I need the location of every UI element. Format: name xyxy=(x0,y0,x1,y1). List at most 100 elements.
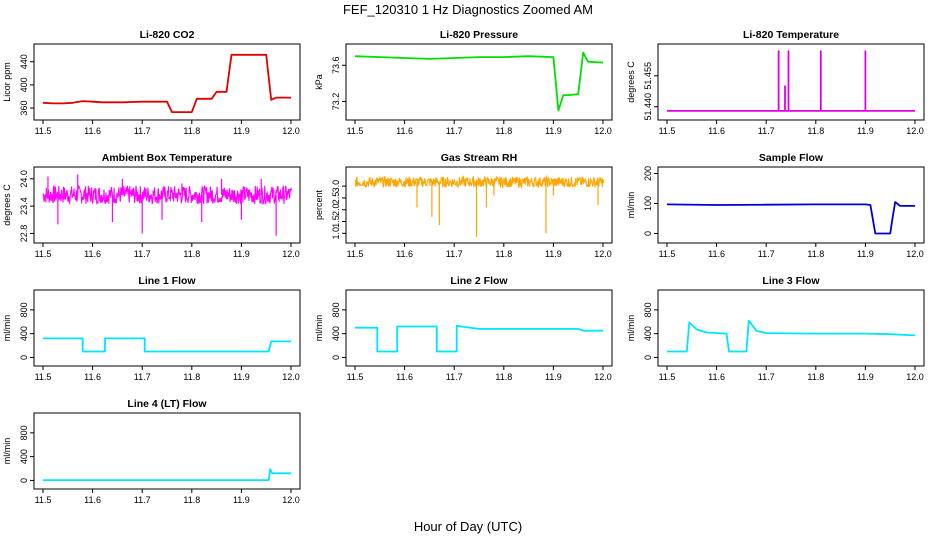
y-tick-label: 200 xyxy=(643,166,653,181)
x-tick-label: 11.9 xyxy=(857,126,874,136)
y-tick-label: 23.4 xyxy=(19,197,29,215)
y-tick-label: 3.0 xyxy=(331,180,341,193)
panel-title: Line 1 Flow xyxy=(138,275,196,287)
x-tick-label: 11.5 xyxy=(35,249,52,259)
chart-panel: Line 3 Flow 11.5 11.6 11.7 11.8 11.9 12.0 0 400 8… xyxy=(626,275,925,382)
x-tick-label: 12.0 xyxy=(594,249,612,259)
series-line xyxy=(667,319,916,353)
panel-frame xyxy=(33,412,301,490)
x-tick-label: 11.9 xyxy=(233,249,250,259)
x-tick-label: 11.9 xyxy=(857,372,874,382)
y-axis-label: ml/min xyxy=(626,192,636,219)
chart-panel: Gas Stream RH 11.5 11.6 11.7 11.8 11.9 12.0 1.0… xyxy=(314,152,613,259)
x-tick-label: 11.5 xyxy=(659,249,676,259)
x-tick-label: 11.6 xyxy=(84,372,101,382)
x-tick-label: 12.0 xyxy=(282,495,300,505)
x-tick-label: 11.6 xyxy=(84,495,101,505)
y-tick-label: 400 xyxy=(19,326,29,341)
panel-frame xyxy=(33,166,301,244)
series-line xyxy=(354,51,604,112)
series-line xyxy=(43,337,291,353)
panel-frame xyxy=(33,289,301,367)
series-line xyxy=(666,201,915,235)
x-tick-label: 11.8 xyxy=(495,249,512,259)
x-tick-label: 11.5 xyxy=(659,372,676,382)
x-tick-label: 11.6 xyxy=(708,249,725,259)
y-tick-label: 400 xyxy=(19,449,29,464)
panel-title: Li-820 Pressure xyxy=(440,29,518,41)
x-tick-label: 11.6 xyxy=(84,126,101,136)
panel-title: Li-820 Temperature xyxy=(743,29,839,41)
panel-title: Gas Stream RH xyxy=(441,152,517,164)
x-tick-label: 11.7 xyxy=(134,495,151,505)
series-line xyxy=(667,50,915,112)
y-tick-label: 800 xyxy=(19,302,29,317)
y-axis-label: percent xyxy=(314,189,324,220)
x-tick-label: 11.6 xyxy=(84,249,101,259)
x-tick-label: 11.7 xyxy=(758,249,775,259)
x-tick-label: 11.8 xyxy=(495,126,512,136)
panel-title: Sample Flow xyxy=(759,152,824,164)
x-tick-label: 11.6 xyxy=(396,372,413,382)
y-tick-label: 22.8 xyxy=(19,225,29,243)
y-tick-label: 73.2 xyxy=(331,93,341,111)
x-tick-label: 11.8 xyxy=(495,372,512,382)
x-tick-label: 11.8 xyxy=(807,249,824,259)
x-tick-label: 11.7 xyxy=(134,126,151,136)
chart-panel: Li-820 CO2 11.5 11.6 11.7 11.8 11.9 12.0 360 400… xyxy=(2,29,301,136)
chart-panel: Sample Flow 11.5 11.6 11.7 11.8 11.9 12.0 0 100 2… xyxy=(626,152,925,259)
y-tick-label: 51.440 xyxy=(643,93,653,121)
series-line xyxy=(43,468,291,482)
y-tick-label: 800 xyxy=(331,302,341,317)
panel-title: Ambient Box Temperature xyxy=(102,152,233,164)
y-tick-label: 400 xyxy=(331,326,341,341)
series-line xyxy=(355,324,603,353)
x-tick-label: 11.6 xyxy=(396,249,413,259)
x-tick-label: 11.5 xyxy=(35,495,52,505)
x-tick-label: 11.7 xyxy=(758,126,775,136)
y-tick-label: 73.6 xyxy=(331,57,341,75)
y-tick-label: 360 xyxy=(19,101,29,116)
panel-title: Line 2 Flow xyxy=(450,275,508,287)
chart-panel: Line 2 Flow 11.5 11.6 11.7 11.8 11.9 12.0 0 400 8… xyxy=(314,275,613,382)
y-axis-label: degrees C xyxy=(2,184,12,226)
panel-title: Line 4 (LT) Flow xyxy=(127,398,207,410)
x-tick-label: 11.8 xyxy=(807,126,824,136)
y-tick-label: 2.5 xyxy=(331,192,341,205)
panel-frame xyxy=(345,166,613,244)
x-tick-label: 11.9 xyxy=(545,126,562,136)
x-axis-label: Hour of Day (UTC) xyxy=(414,519,522,534)
x-tick-label: 11.7 xyxy=(134,372,151,382)
x-tick-label: 11.8 xyxy=(183,372,200,382)
panels: Li-820 CO2 11.5 11.6 11.7 11.8 11.9 12.0 360 400… xyxy=(2,29,925,505)
y-tick-label: 800 xyxy=(19,425,29,440)
panel-title: Line 3 Flow xyxy=(762,275,820,287)
x-tick-label: 12.0 xyxy=(282,126,300,136)
x-tick-label: 11.8 xyxy=(183,495,200,505)
y-tick-label: 100 xyxy=(643,196,653,211)
x-tick-label: 11.9 xyxy=(545,249,562,259)
y-tick-label: 0 xyxy=(643,231,653,236)
y-tick-label: 440 xyxy=(19,54,29,69)
y-tick-label: 24.0 xyxy=(19,170,29,188)
chart-panel: Ambient Box Temperature 11.5 11.6 11.7 11.8 1… xyxy=(2,152,301,259)
x-tick-label: 12.0 xyxy=(906,249,924,259)
panel-frame xyxy=(345,289,613,367)
y-tick-label: 2.0 xyxy=(331,203,341,216)
panel-title: Li-820 CO2 xyxy=(140,29,195,41)
x-tick-label: 11.5 xyxy=(35,126,52,136)
x-tick-label: 11.7 xyxy=(758,372,775,382)
y-axis-label: ml/min xyxy=(626,315,636,342)
x-tick-label: 11.9 xyxy=(233,495,250,505)
y-tick-label: 0 xyxy=(331,355,341,360)
x-tick-label: 11.5 xyxy=(659,126,676,136)
y-tick-label: 0 xyxy=(643,355,653,360)
x-tick-label: 11.9 xyxy=(857,249,874,259)
series-line xyxy=(42,184,293,206)
y-axis-label: Licor ppm xyxy=(2,62,12,102)
chart-panel: Line 1 Flow 11.5 11.6 11.7 11.8 11.9 12.0 0 400 8… xyxy=(2,275,301,382)
chart-panel: Line 4 (LT) Flow 11.5 11.6 11.7 11.8 11.9 12.0… xyxy=(2,398,301,505)
y-tick-label: 400 xyxy=(643,326,653,341)
x-tick-label: 11.6 xyxy=(396,126,413,136)
x-tick-label: 11.7 xyxy=(446,372,463,382)
